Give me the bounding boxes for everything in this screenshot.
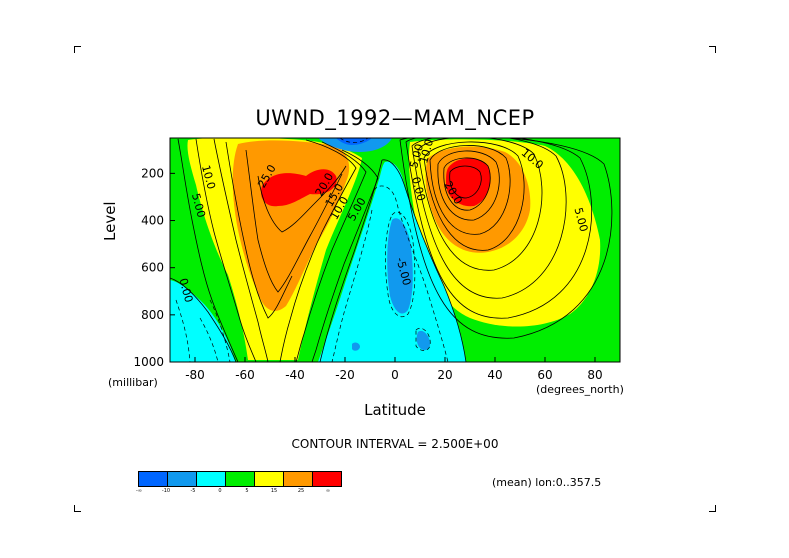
colorbar: [138, 471, 342, 487]
x-axis-unit: (degrees_north): [536, 383, 624, 396]
x-tick-label: 80: [587, 368, 602, 382]
colorbar-label: 25: [297, 488, 305, 494]
fill-neg5-0-south-polar: [170, 280, 236, 362]
y-axis-unit: (millibar): [108, 376, 158, 389]
colorbar-label: 15: [270, 488, 278, 494]
contour-label: 0.00: [409, 175, 428, 202]
fill-gt25-north-jet: [446, 158, 491, 207]
y-tick-label: 200: [141, 166, 164, 180]
contour-interval-text: CONTOUR INTERVAL = 2.500E+00: [291, 437, 499, 451]
colorbar-swatch: [167, 471, 197, 487]
contour-lines-zero: [170, 159, 467, 362]
y-tick-label: 1000: [133, 355, 164, 369]
y-tick-label: 400: [141, 214, 164, 228]
colorbar-label: ∞: [325, 488, 331, 494]
x-tick-label: -80: [185, 368, 205, 382]
fill-top-easterlies: [318, 138, 392, 152]
corner-mark-top-left: [74, 46, 81, 53]
x-tick-label: -60: [235, 368, 255, 382]
colorbar-swatch: [196, 471, 226, 487]
x-tick-label: 60: [537, 368, 552, 382]
contour-lines-south: [177, 138, 379, 362]
fill-gt25-south-jet: [260, 169, 337, 207]
colorbar-swatch: [254, 471, 284, 487]
colorbar-swatch: [312, 471, 342, 487]
colorbar-labels: -∞ -10 -5 0 5 15 25 ∞: [136, 488, 338, 498]
colorbar-label: 5: [245, 488, 249, 494]
colorbar-label: 0: [218, 488, 222, 494]
colorbar-label: -∞: [136, 488, 142, 494]
footer-longitude-note: (mean) lon:0..357.5: [492, 476, 602, 489]
fill-neg10-neg5-blob-a: [416, 330, 430, 351]
contour-label: 5.00: [189, 192, 208, 219]
colorbar-label: -5: [190, 488, 196, 494]
y-tick-label: 800: [141, 308, 164, 322]
contour-label: 10.0: [417, 138, 436, 165]
contour-lines-north: [399, 138, 613, 339]
colorbar-swatch: [138, 471, 168, 487]
x-tick-label: -20: [335, 368, 355, 382]
corner-mark-bottom-left: [74, 505, 81, 512]
colorbar-swatch: [283, 471, 313, 487]
chart-title: UWND_1992—MAM_NCEP: [255, 106, 535, 130]
x-tick-label: -40: [285, 368, 305, 382]
corner-mark-bottom-right: [709, 505, 716, 512]
contour-label: 5.00: [407, 142, 426, 169]
fill-neg10-neg5-blob-b: [352, 342, 360, 351]
contour-label: 5.00: [571, 206, 590, 233]
y-axis-label: Level: [101, 201, 119, 241]
contour-label: 0.00: [176, 277, 195, 304]
fill-top-easterlies-core: [336, 138, 372, 145]
contour-label: 10.0: [199, 164, 218, 191]
axis-tick-labels: -80 -60 -40 -20 0 20 40 60 80 200 400 600 800 1000: [133, 166, 602, 382]
axis-ticks: [170, 172, 596, 363]
x-axis-label: Latitude: [364, 401, 426, 419]
x-tick-label: 0: [391, 368, 399, 382]
colorbar-label: -10: [161, 488, 171, 494]
fill-neg10-neg5-tropics: [387, 218, 413, 314]
x-tick-label: 20: [437, 368, 452, 382]
x-tick-label: 40: [487, 368, 502, 382]
colorbar-swatch: [225, 471, 255, 487]
y-tick-label: 600: [141, 261, 164, 275]
corner-mark-top-right: [709, 46, 716, 53]
contour-lines-negative: [175, 138, 449, 362]
